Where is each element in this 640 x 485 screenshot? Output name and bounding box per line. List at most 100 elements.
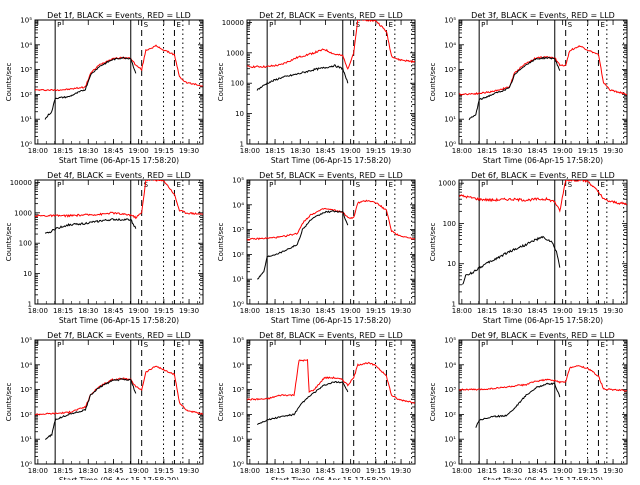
y-tick-label: 100 [19, 240, 32, 248]
y-tick-label: 10⁵ [444, 337, 456, 345]
event-marker-label: S [144, 341, 149, 349]
chart-title: Det 3f, BLACK = Events, RED = LLD [471, 11, 615, 20]
plot-frame [34, 19, 204, 145]
event-marker-label: E [388, 21, 392, 29]
y-tick-label: 10² [444, 91, 456, 99]
chart-title: Det 7f, BLACK = Events, RED = LLD [47, 331, 191, 340]
chart-title: Det 6f, BLACK = Events, RED = LLD [471, 171, 615, 180]
x-tick-label: 19:30 [391, 467, 411, 475]
x-tick-label: 18:45 [315, 147, 335, 155]
y-tick-label: 10² [232, 411, 244, 419]
x-tick-label: 18:00 [240, 467, 260, 475]
y-tick-label: 10 [23, 270, 32, 278]
y-tick-label: 10 [235, 110, 244, 118]
chart-panel: Det 8f, BLACK = Events, RED = LLD Start T… [217, 331, 416, 485]
plot-frame [246, 19, 416, 145]
event-marker-label: P [269, 181, 273, 189]
data-series-line [44, 217, 137, 234]
event-marker-label: P [57, 21, 61, 29]
x-tick-label: 19:15 [154, 147, 174, 155]
y-tick-label: 1000 [226, 49, 244, 57]
x-tick-label: 18:15 [265, 467, 285, 475]
y-axis-label: Counts/sec [429, 63, 437, 102]
x-axis-label: Start Time (06-Apr-15 17:58:20) [59, 476, 179, 480]
y-tick-label: 10² [444, 411, 456, 419]
x-tick-label: 18:30 [502, 147, 522, 155]
x-tick-label: 18:00 [452, 147, 472, 155]
x-tick-label: 18:15 [477, 467, 497, 475]
y-tick-label: 10⁵ [20, 17, 32, 25]
y-axis-label: Counts/sec [5, 383, 13, 422]
y-tick-label: 10¹ [20, 436, 32, 444]
event-marker-label: E [600, 181, 604, 189]
x-tick-label: 18:15 [53, 467, 73, 475]
event-marker-label: P [269, 341, 273, 349]
event-marker-label: S [356, 341, 361, 349]
x-tick-label: 19:00 [553, 307, 573, 315]
x-tick-label: 19:15 [578, 147, 598, 155]
x-tick-label: 18:00 [240, 307, 260, 315]
x-tick-label: 18:15 [265, 307, 285, 315]
y-tick-label: 10⁰ [232, 461, 244, 469]
chart-title: Det 8f, BLACK = Events, RED = LLD [259, 331, 403, 340]
x-tick-label: 19:15 [366, 147, 386, 155]
y-tick-label: 10⁴ [444, 361, 456, 369]
chart-panel: Det 9f, BLACK = Events, RED = LLD Start T… [429, 331, 628, 485]
data-series-line [256, 380, 349, 425]
event-marker-label: P [57, 341, 61, 349]
x-tick-label: 18:15 [477, 307, 497, 315]
y-tick-label: 10³ [20, 386, 32, 394]
x-tick-label: 19:30 [603, 307, 623, 315]
y-tick-label: 1 [240, 141, 244, 149]
event-marker-label: E [176, 21, 180, 29]
x-tick-label: 19:00 [129, 307, 149, 315]
data-series-line [35, 365, 203, 416]
chart-title: Det 1f, BLACK = Events, RED = LLD [47, 11, 191, 20]
y-tick-label: 10⁴ [232, 201, 244, 209]
data-series-line [44, 56, 137, 120]
x-tick-label: 18:45 [527, 307, 547, 315]
event-marker-label: E [600, 21, 604, 29]
y-tick-label: 10² [232, 251, 244, 259]
event-marker-label: S [144, 181, 149, 189]
plot-frame [34, 179, 204, 305]
x-tick-label: 18:15 [265, 147, 285, 155]
x-tick-label: 18:30 [502, 467, 522, 475]
event-marker-label: P [269, 21, 273, 29]
x-axis-label: Start Time (06-Apr-15 17:58:20) [483, 316, 603, 325]
chart-title: Det 4f, BLACK = Events, RED = LLD [47, 171, 191, 180]
data-series-line [459, 180, 627, 213]
x-axis-label: Start Time (06-Apr-15 17:58:20) [271, 316, 391, 325]
event-marker-label: P [481, 21, 485, 29]
x-tick-label: 18:15 [477, 147, 497, 155]
y-tick-label: 10³ [444, 386, 456, 394]
x-tick-label: 18:30 [78, 467, 98, 475]
chart-panel: Det 7f, BLACK = Events, RED = LLD Start T… [5, 331, 204, 485]
event-marker-label: S [568, 341, 573, 349]
y-tick-label: 10⁵ [232, 177, 244, 185]
plot-frame [246, 339, 416, 465]
y-axis-label: Counts/sec [217, 223, 225, 262]
event-marker-label: P [481, 181, 485, 189]
x-tick-label: 19:00 [341, 467, 361, 475]
y-tick-label: 1000 [438, 180, 456, 188]
y-tick-label: 10⁴ [20, 41, 32, 49]
x-tick-label: 19:15 [578, 467, 598, 475]
x-tick-label: 18:00 [240, 147, 260, 155]
x-tick-label: 18:00 [452, 307, 472, 315]
x-tick-label: 18:30 [502, 307, 522, 315]
x-tick-label: 19:00 [129, 467, 149, 475]
chart-title: Det 9f, BLACK = Events, RED = LLD [471, 331, 615, 340]
x-tick-label: 19:00 [341, 147, 361, 155]
data-series-line [475, 382, 561, 428]
data-series-line [45, 378, 137, 440]
y-tick-label: 10¹ [20, 116, 32, 124]
y-tick-label: 10⁴ [444, 41, 456, 49]
x-tick-label: 19:30 [603, 467, 623, 475]
y-tick-label: 1 [452, 301, 456, 309]
y-tick-label: 10¹ [444, 116, 456, 124]
x-tick-label: 18:45 [103, 147, 123, 155]
y-axis-label: Counts/sec [5, 223, 13, 262]
y-tick-label: 10⁰ [232, 301, 244, 309]
data-series-line [247, 20, 415, 70]
